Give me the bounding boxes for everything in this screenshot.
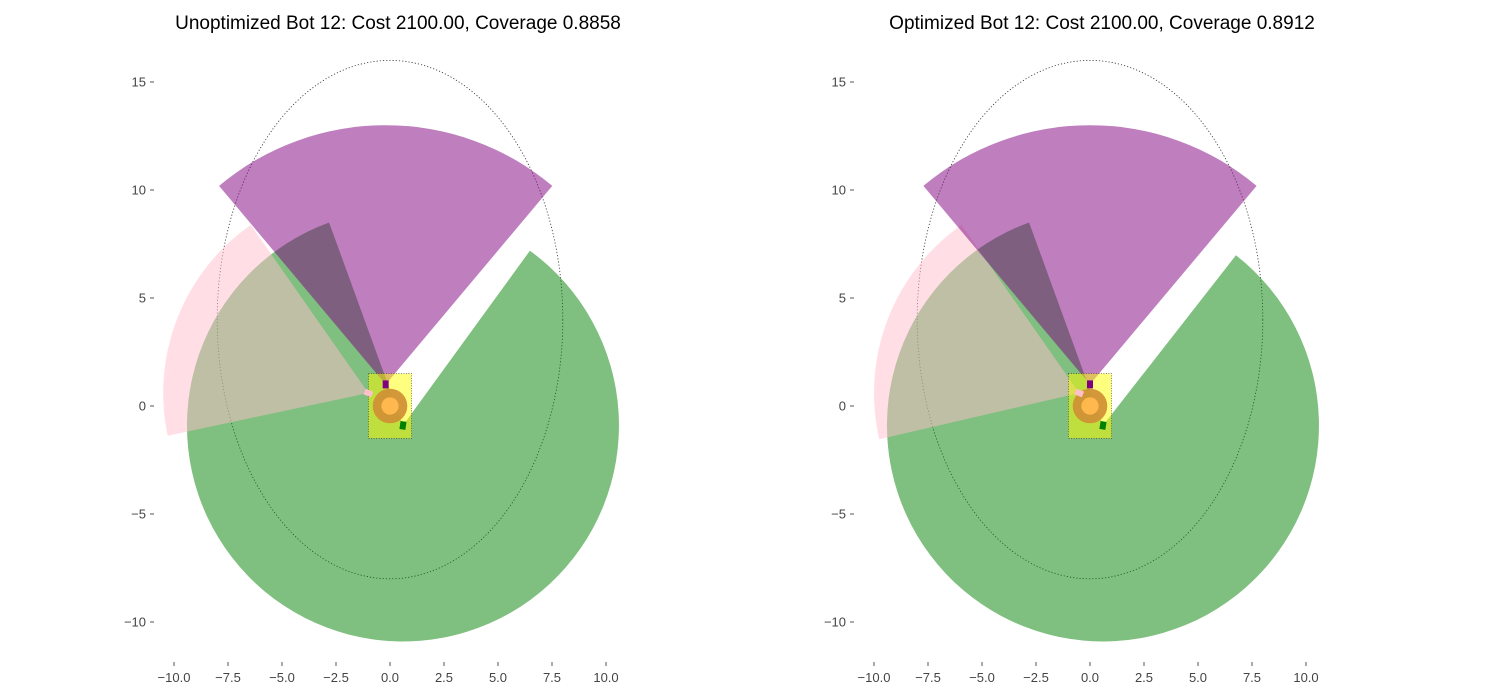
- x-tick-label: 5.0: [1189, 670, 1207, 685]
- green-sensor-mount: [1099, 421, 1107, 430]
- robot-core-center: [381, 397, 399, 415]
- pink-sensor-mount: [363, 388, 374, 398]
- y-tick-label: 0: [139, 399, 146, 414]
- x-tick-label: 2.5: [1135, 670, 1153, 685]
- pink-sensor-wedge: [874, 224, 1080, 440]
- x-tick-label: −7.5: [915, 670, 941, 685]
- x-tick-label: −2.5: [323, 670, 349, 685]
- x-tick-label: −10.0: [858, 670, 891, 685]
- pink-sensor-mount: [1074, 388, 1085, 398]
- unoptimized-panel: Unoptimized Bot 12: Cost 2100.00, Covera…: [124, 13, 621, 685]
- y-tick-label: 15: [132, 75, 146, 90]
- x-tick-label: −5.0: [269, 670, 295, 685]
- pink-sensor-wedge: [163, 224, 369, 436]
- x-tick-label: 7.5: [543, 670, 561, 685]
- x-tick-label: −7.5: [215, 670, 241, 685]
- y-tick-label: 15: [832, 75, 846, 90]
- x-tick-label: 5.0: [489, 670, 507, 685]
- y-tick-label: 5: [139, 291, 146, 306]
- green-sensor-mount: [399, 421, 407, 430]
- purple-sensor-mount: [382, 380, 389, 389]
- y-tick-label: −5: [831, 507, 846, 522]
- y-tick-label: −5: [131, 507, 146, 522]
- unoptimized-title: Unoptimized Bot 12: Cost 2100.00, Covera…: [175, 13, 621, 34]
- robot-core-center: [1081, 397, 1099, 415]
- x-tick-label: 10.0: [1293, 670, 1318, 685]
- purple-sensor-wedge: [219, 125, 553, 385]
- purple-sensor-wedge: [923, 125, 1257, 385]
- y-tick-label: 5: [839, 291, 846, 306]
- x-tick-label: 0.0: [1081, 670, 1099, 685]
- optimized-title: Optimized Bot 12: Cost 2100.00, Coverage…: [889, 13, 1315, 34]
- x-tick-label: −2.5: [1023, 670, 1049, 685]
- y-tick-label: −10: [124, 615, 146, 630]
- purple-sensor-mount: [1087, 380, 1093, 389]
- x-tick-label: 0.0: [381, 670, 399, 685]
- x-tick-label: 2.5: [435, 670, 453, 685]
- y-tick-label: 0: [839, 399, 846, 414]
- x-tick-label: 7.5: [1243, 670, 1261, 685]
- x-tick-label: −10.0: [158, 670, 191, 685]
- optimized-panel: Optimized Bot 12: Cost 2100.00, Coverage…: [824, 13, 1319, 685]
- y-tick-label: −10: [824, 615, 846, 630]
- y-tick-label: 10: [132, 183, 146, 198]
- y-tick-label: 10: [832, 183, 846, 198]
- x-tick-label: 10.0: [593, 670, 618, 685]
- x-tick-label: −5.0: [969, 670, 995, 685]
